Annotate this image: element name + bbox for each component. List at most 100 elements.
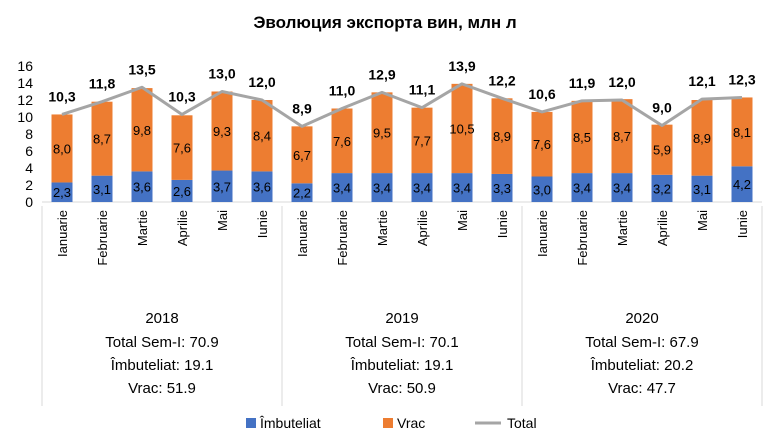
label-total: 10,3 [168,88,195,104]
label-vrac: 6,7 [293,148,311,163]
group-summary-line: Îmbuteliat: 19.1 [110,357,214,374]
bar-vrac [51,114,73,183]
label-total: 11,1 [409,82,436,98]
label-vrac: 5,9 [653,143,671,158]
bar-vrac [331,108,353,174]
bar-imbuteliat [531,176,553,202]
bar-imbuteliat [731,166,753,202]
label-total: 11,0 [329,83,356,99]
bar-vrac [171,115,193,180]
category-label: Aprilie [655,210,670,246]
label-imbuteliat: 3,1 [93,182,111,197]
y-tick-label: 12 [17,92,33,108]
category-label: Mai [215,210,230,231]
category-label: Martie [135,210,150,246]
group-summary-line: Total Sem-I: 67.9 [585,334,698,351]
label-vrac: 10,5 [449,121,474,136]
category-label: Ianuarie [55,210,70,257]
label-total: 12,0 [608,74,635,90]
label-imbuteliat: 3,3 [493,181,511,196]
category-label: Februarie [95,210,110,266]
label-imbuteliat: 3,6 [253,180,271,195]
label-vrac: 9,3 [213,124,231,139]
bar-imbuteliat [131,171,153,202]
legend-label: Vrac [397,415,425,431]
bar-imbuteliat [371,173,393,202]
label-imbuteliat: 4,2 [733,177,751,192]
label-total: 10,3 [48,88,75,104]
group-summary-line: Vrac: 51.9 [128,380,196,397]
label-total: 11,9 [569,75,596,91]
bar-vrac [651,124,673,175]
category-label: Februarie [335,210,350,266]
category-label: Mai [455,210,470,231]
y-tick-label: 6 [25,143,33,159]
category-label: Mai [695,210,710,231]
category-axis: Ianuarie Februarie Martie Aprilie Mai Iunie Ia… [55,210,750,266]
label-imbuteliat: 3,7 [213,179,231,194]
label-imbuteliat: 3,4 [333,181,351,196]
label-total: 9,0 [652,100,672,116]
group-summary-line: Total Sem-I: 70.9 [105,334,218,351]
y-tick-label: 8 [25,126,33,142]
bar-imbuteliat [571,173,593,202]
group-summary-line: Îmbuteliat: 19.1 [350,357,454,374]
label-imbuteliat: 2,6 [173,184,191,199]
label-imbuteliat: 3,4 [453,181,471,196]
category-label: Martie [615,210,630,246]
label-imbuteliat: 3,4 [613,181,631,196]
label-vrac: 8,9 [493,129,511,144]
bar-imbuteliat [491,173,513,202]
legend-label: Total [507,415,537,431]
category-label: Iunie [735,210,750,238]
bar-vrac [571,100,593,174]
bar-imbuteliat [251,171,273,202]
bar-imbuteliat [211,170,233,202]
bar-imbuteliat [651,174,673,202]
group-year: 2018 [145,310,178,327]
bars [51,83,753,202]
label-total: 12,0 [248,74,275,90]
label-total: 12,3 [728,71,755,87]
label-vrac: 9,5 [373,126,391,141]
label-total: 10,6 [528,86,555,102]
bar-vrac [211,91,233,171]
bar-vrac [451,83,473,174]
category-label: Februarie [575,210,590,266]
bar-imbuteliat [691,175,713,202]
legend-swatch-mbuteliat [246,418,256,428]
category-label: Iunie [495,210,510,238]
group-summary-line: Vrac: 50.9 [368,380,436,397]
label-imbuteliat: 2,2 [293,186,311,201]
y-tick-label: 10 [17,109,33,125]
group-summary-line: Îmbuteliat: 20.2 [590,357,694,374]
bar-vrac [611,99,633,174]
bar-imbuteliat [411,173,433,202]
bar-imbuteliat [451,173,473,202]
bar-imbuteliat [171,179,193,202]
chart-title: Эволюция экспорта вин, млн л [253,13,516,32]
bar-vrac [491,98,513,174]
bar-vrac [371,92,393,174]
bar-vrac [291,126,313,184]
legend-swatch-vrac [383,418,393,428]
label-total: 12,2 [488,72,515,88]
label-imbuteliat: 3,4 [573,181,591,196]
bar-vrac [731,97,753,167]
bar-imbuteliat [611,173,633,202]
bar-imbuteliat [291,183,313,202]
category-label: Aprilie [175,210,190,246]
bar-vrac [91,101,113,176]
bar-vrac [691,100,713,176]
series-line-total [61,82,743,128]
label-total: 11,8 [89,76,116,92]
label-total: 8,9 [292,100,312,116]
label-imbuteliat: 3,0 [533,182,551,197]
label-imbuteliat: 2,3 [53,185,71,200]
bar-imbuteliat [91,175,113,202]
category-label: Aprilie [415,210,430,246]
label-vrac: 9,8 [133,123,151,138]
label-vrac: 7,6 [173,141,191,156]
